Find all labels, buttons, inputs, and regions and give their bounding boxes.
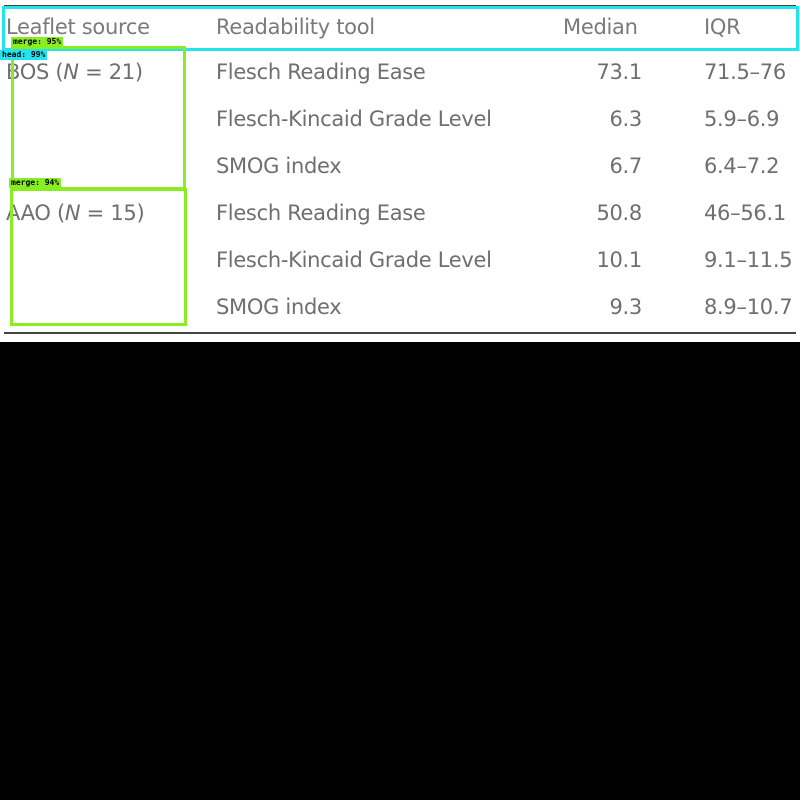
table-row-iqr: 9.1–11.5 <box>704 248 793 272</box>
table-row-median: 50.8 <box>596 201 642 225</box>
table-row-iqr: 46–56.1 <box>704 201 786 225</box>
header-leaflet-source: Leaflet source <box>6 15 150 39</box>
group-label-aao: AAO (N = 15) <box>6 198 145 228</box>
table-row-median: 6.7 <box>609 154 643 178</box>
group-n-value: = 15) <box>80 201 145 225</box>
header-median: Median <box>563 15 638 39</box>
table-bottom-rule <box>4 332 796 334</box>
table-row-iqr: 5.9–6.9 <box>704 107 780 131</box>
header-readability-tool: Readability tool <box>216 15 375 39</box>
merge-detection-box <box>10 188 187 326</box>
group-name: AAO ( <box>6 201 65 225</box>
group-n-value: = 21) <box>78 60 143 84</box>
merge-detection-box <box>11 46 186 190</box>
head-detection-box <box>2 6 799 51</box>
head-detection-label: head: 99% <box>0 50 48 60</box>
merge-detection-label: merge: 94% <box>9 178 62 188</box>
table-row-tool: SMOG index <box>216 295 342 319</box>
readability-table: Leaflet source Readability tool Median I… <box>0 0 800 342</box>
group-n-symbol: N <box>63 60 79 84</box>
table-row-median: 73.1 <box>596 60 642 84</box>
table-row-tool: Flesch-Kincaid Grade Level <box>216 107 492 131</box>
table-row-median: 10.1 <box>596 248 642 272</box>
group-n-symbol: N <box>64 201 81 225</box>
table-row-iqr: 8.9–10.7 <box>704 295 793 319</box>
merge-detection-label: merge: 95% <box>11 37 64 47</box>
table-row-median: 9.3 <box>609 295 643 319</box>
table-row-iqr: 71.5–76 <box>704 60 786 84</box>
group-label-bos: BOS (N = 21) <box>6 57 143 87</box>
table-row-median: 6.3 <box>609 107 643 131</box>
table-row-tool: Flesch Reading Ease <box>216 201 426 225</box>
group-name: BOS ( <box>6 60 64 84</box>
table-row-iqr: 6.4–7.2 <box>704 154 780 178</box>
table-row-tool: SMOG index <box>216 154 342 178</box>
table-row-tool: Flesch-Kincaid Grade Level <box>216 248 492 272</box>
table-row-tool: Flesch Reading Ease <box>216 60 426 84</box>
header-iqr: IQR <box>704 15 741 39</box>
